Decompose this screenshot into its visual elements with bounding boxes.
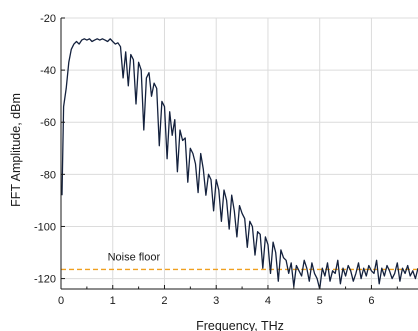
plot-area: Noise floor [61,38,418,290]
tick-labels: 0 1 2 3 4 5 6 -120 -100 -80 -60 -40 -20 [34,13,375,307]
y-tick-label: -120 [34,274,56,286]
x-tick-label: 1 [110,295,116,307]
fft-series-line [61,38,418,290]
x-tick-label: 3 [213,295,219,307]
y-axis-title: FFT Amplitude, dBm [9,93,23,207]
x-tick-label: 5 [317,295,323,307]
y-tick-label: -40 [40,65,56,77]
noise-floor-label: Noise floor [108,251,161,263]
y-tick-label: -100 [34,221,56,233]
y-tick-label: -80 [40,169,56,181]
x-tick-label: 6 [368,295,374,307]
y-tick-label: -60 [40,117,56,129]
axes [60,17,418,290]
axis-titles: Frequency, THz FFT Amplitude, dBm [9,93,284,331]
x-axis-title: Frequency, THz [196,319,284,331]
y-tick-label: -20 [40,13,56,25]
x-tick-label: 2 [161,295,167,307]
grid [61,17,418,289]
x-tick-label: 4 [265,295,271,307]
x-tick-label: 0 [58,295,64,307]
